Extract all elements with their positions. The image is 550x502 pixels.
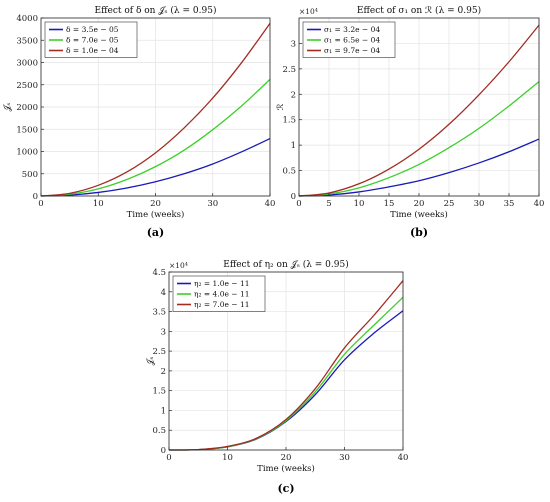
series-line-2 <box>298 81 540 197</box>
legend-entry-2: σ₁ = 6.5e − 04 <box>324 36 380 45</box>
legend-entry-2: η₂ = 4.0e − 11 <box>194 290 250 299</box>
chart-panel-1: 0 10 20 30 40 0 500 1000 1500 2000 2500 3000 3500 400… <box>3 5 275 239</box>
y-tick-label: 0 <box>291 192 296 202</box>
x-tick-label: 35 <box>504 199 515 209</box>
y-tick-label: 2.5 <box>152 347 166 357</box>
x-tick-label: 15 <box>384 199 395 209</box>
y-tick-label: 0 <box>33 192 38 202</box>
y-tick-label: 2.5 <box>282 65 296 75</box>
x-tick-label: 20 <box>414 199 425 209</box>
y-tick-label: 3000 <box>16 59 38 69</box>
y-tick-label: 2 <box>161 367 166 377</box>
y-tick-label: 2 <box>291 90 296 100</box>
x-tick-label: 0 <box>166 453 171 463</box>
chart-title: Effect of σ₁ on ℛ (λ = 0.95) <box>357 5 481 16</box>
legend-entry-2: δ = 7.0e − 05 <box>66 36 119 45</box>
chart-panel-3: 0 10 20 30 40 0 0.5 1 1.5 2 2.5 3 3.5 4 4.5×10⁴ Effect … <box>146 259 408 495</box>
y-tick-label: 3 <box>161 327 166 337</box>
y-axis-exponent: ×10⁴ <box>169 261 188 270</box>
y-tick-label: 1.5 <box>152 387 166 397</box>
y-tick-label: 3 <box>291 39 296 49</box>
series-line-3 <box>168 280 404 451</box>
legend-entry-1: η₂ = 1.0e − 11 <box>194 279 250 288</box>
y-tick-label: 4.5 <box>152 268 166 278</box>
chart-title: Effect of η₂ on 𝒥ₛ (λ = 0.95) <box>223 259 349 270</box>
x-tick-label: 20 <box>150 199 161 209</box>
y-axis-label: 𝒥ₛ <box>3 103 13 112</box>
x-tick-label: 30 <box>207 199 218 209</box>
x-tick-label: 40 <box>534 199 545 209</box>
y-tick-label: 2000 <box>16 103 38 113</box>
y-axis-label: 𝒥ₛ <box>146 357 156 366</box>
y-tick-label: 2500 <box>16 81 38 91</box>
x-tick-label: 0 <box>38 199 43 209</box>
x-tick-label: 40 <box>398 453 409 463</box>
x-tick-label: 25 <box>444 199 455 209</box>
x-axis-label: Time (weeks) <box>390 209 448 220</box>
y-tick-label: 4000 <box>16 14 38 24</box>
y-tick-label: 0.5 <box>282 167 296 177</box>
y-tick-label: 1 <box>291 141 296 151</box>
chart-title: Effect of δ on 𝒥ₛ (λ = 0.95) <box>95 5 217 16</box>
series-line-1 <box>40 138 271 197</box>
x-tick-label: 10 <box>222 453 233 463</box>
x-tick-label: 30 <box>339 453 350 463</box>
panel-label: (a) <box>147 226 165 239</box>
legend-entry-1: δ = 3.5e − 05 <box>66 25 119 34</box>
y-tick-label: 1 <box>161 406 166 416</box>
legend-entry-3: η₂ = 7.0e − 11 <box>194 300 250 309</box>
y-tick-label: 3.5 <box>152 308 166 318</box>
x-tick-label: 30 <box>474 199 485 209</box>
legend-entry-1: σ₁ = 3.2e − 04 <box>324 25 380 34</box>
y-tick-label: 1.5 <box>282 116 296 126</box>
x-tick-label: 0 <box>296 199 301 209</box>
x-axis-label: Time (weeks) <box>257 463 315 474</box>
panel-label: (b) <box>410 226 428 239</box>
y-axis-exponent: ×10⁴ <box>299 7 318 16</box>
x-tick-label: 10 <box>354 199 365 209</box>
y-tick-label: 0.5 <box>152 426 166 436</box>
x-tick-label: 5 <box>326 199 331 209</box>
y-tick-label: 4 <box>161 288 166 298</box>
legend-entry-3: σ₁ = 9.7e − 04 <box>324 46 380 55</box>
chart-panel-2: 0 5 10 15 20 25 30 35 40 0 0.5 1 1.5 2 2.5 3 ×10⁴ Effect … <box>276 5 544 239</box>
panel-label: (c) <box>277 482 294 495</box>
x-tick-label: 20 <box>281 453 292 463</box>
legend-entry-3: δ = 1.0e − 04 <box>66 46 119 55</box>
x-axis-label: Time (weeks) <box>127 209 185 220</box>
series-line-2 <box>40 78 271 197</box>
series-line-3 <box>298 24 540 197</box>
x-tick-label: 40 <box>265 199 276 209</box>
series-line-3 <box>40 22 271 197</box>
y-tick-label: 0 <box>161 446 166 456</box>
legend: δ = 3.5e − 05 δ = 7.0e − 05δ = 1.0e − 04 <box>44 21 138 58</box>
y-tick-label: 3500 <box>16 36 38 46</box>
y-axis-label: ℛ <box>276 103 286 110</box>
x-tick-label: 10 <box>93 199 104 209</box>
y-tick-label: 1000 <box>16 148 38 158</box>
y-tick-label: 500 <box>22 170 38 180</box>
y-tick-label: 1500 <box>16 125 38 135</box>
series-line-1 <box>298 138 540 197</box>
